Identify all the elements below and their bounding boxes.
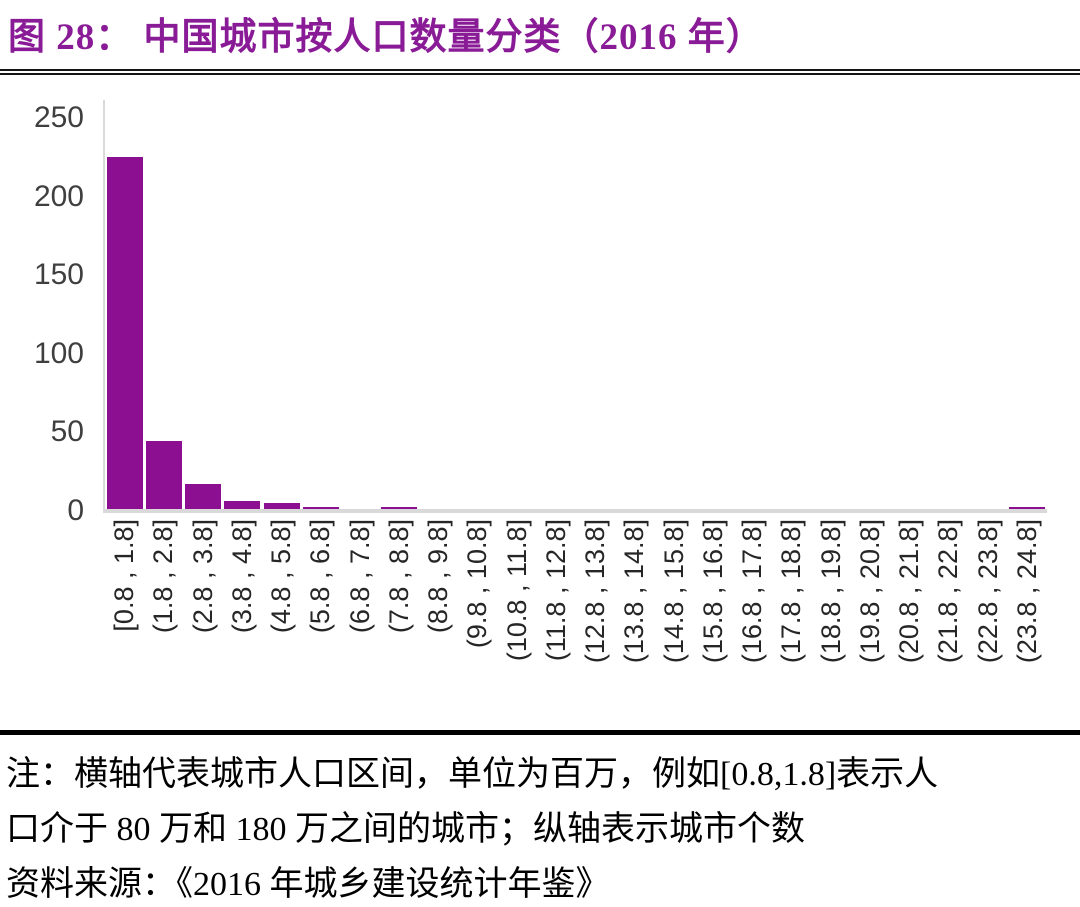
x-axis-label-slot: (22.8 , 23.8] xyxy=(969,519,1008,719)
bar-slot xyxy=(969,100,1008,509)
bar-slot xyxy=(576,100,615,509)
bar-slot xyxy=(262,100,301,509)
x-axis-tick-label: (7.8 , 8.8] xyxy=(383,519,414,634)
bar-slot xyxy=(812,100,851,509)
bar-slot xyxy=(301,100,340,509)
x-axis-label-slot: (1.8 , 2.8] xyxy=(144,519,183,719)
bar-slot xyxy=(458,100,497,509)
x-axis-label-slot: (18.8 , 19.8] xyxy=(812,519,851,719)
bar-slot xyxy=(223,100,262,509)
bar xyxy=(106,157,143,509)
x-axis-tick-label: (6.8 , 7.8] xyxy=(344,519,375,634)
x-axis-label-slot: (9.8 , 10.8] xyxy=(458,519,497,719)
x-axis-label-slot: (3.8 , 4.8] xyxy=(223,519,262,719)
x-axis-label-slot: (6.8 , 7.8] xyxy=(341,519,380,719)
bar-slot xyxy=(498,100,537,509)
x-axis-tick-label: (11.8 , 12.8] xyxy=(540,519,571,662)
x-axis-tick-label: (22.8 , 23.8] xyxy=(972,519,1003,664)
bar xyxy=(263,503,300,509)
x-axis-label-slot: (7.8 , 8.8] xyxy=(380,519,419,719)
x-axis-label-slot: [0.8 , 1.8] xyxy=(105,519,144,719)
x-axis-tick-label: [0.8 , 1.8] xyxy=(109,519,140,632)
bar-slot xyxy=(694,100,733,509)
x-axis-tick-label: (8.8 , 9.8] xyxy=(423,519,454,634)
bar-slot xyxy=(655,100,694,509)
x-axis-tick-label: (2.8 , 3.8] xyxy=(187,519,218,634)
x-axis-label-slot: (8.8 , 9.8] xyxy=(419,519,458,719)
x-axis-label-slot: (15.8 , 16.8] xyxy=(694,519,733,719)
chart-note-line-1: 注：横轴代表城市人口区间，单位为百万，例如[0.8,1.8]表示人 xyxy=(6,756,939,793)
x-axis-label-slot: (5.8 , 6.8] xyxy=(301,519,340,719)
y-axis-tick-label: 50 xyxy=(50,415,84,448)
x-axis-label-slot: (14.8 , 15.8] xyxy=(655,519,694,719)
x-axis-tick-label: (15.8 , 16.8] xyxy=(697,519,728,664)
x-axis-tick-label: (23.8 , 24.8] xyxy=(1011,519,1042,664)
bar-slot xyxy=(144,100,183,509)
y-axis-tick-label: 200 xyxy=(33,180,84,213)
bar xyxy=(145,441,182,509)
x-axis-tick-label: (10.8 , 11.8] xyxy=(501,519,532,662)
x-axis-label-slot: (2.8 , 3.8] xyxy=(184,519,223,719)
bar-slot xyxy=(733,100,772,509)
x-axis-tick-label: (3.8 , 4.8] xyxy=(226,519,257,634)
bar-slot xyxy=(929,100,968,509)
x-axis-label-slot: (10.8 , 11.8] xyxy=(498,519,537,719)
title-separator-rule xyxy=(0,69,1080,75)
x-axis-label-slot: (4.8 , 5.8] xyxy=(262,519,301,719)
x-axis-tick-label: (4.8 , 5.8] xyxy=(266,519,297,634)
x-axis-tick-label: (9.8 , 10.8] xyxy=(462,519,493,649)
bar-slot xyxy=(851,100,890,509)
bar xyxy=(224,501,261,509)
x-axis-tick-label: (1.8 , 2.8] xyxy=(148,519,179,634)
x-axis-tick-label: (17.8 , 18.8] xyxy=(776,519,807,664)
x-axis-label-slot: (12.8 , 13.8] xyxy=(576,519,615,719)
bar xyxy=(302,507,339,509)
x-axis-label-slot: (23.8 , 24.8] xyxy=(1008,519,1047,719)
source-line: 资料来源：《2016 年城乡建设统计年鉴》 xyxy=(6,866,610,903)
x-axis-label-slot: (20.8 , 21.8] xyxy=(890,519,929,719)
bar-slot xyxy=(772,100,811,509)
bar xyxy=(381,507,418,509)
y-axis-tick-label: 0 xyxy=(67,494,84,527)
figure-title: 图 28： 中国城市按人口数量分类（2016 年） xyxy=(8,17,764,58)
chart-note-line-2: 口介于 80 万和 180 万之间的城市；纵轴表示城市个数 xyxy=(6,811,805,848)
x-axis-tick-label: (12.8 , 13.8] xyxy=(580,519,611,664)
x-axis-label-slot: (17.8 , 18.8] xyxy=(772,519,811,719)
bar-slot xyxy=(105,100,144,509)
bar-slot xyxy=(341,100,380,509)
x-axis-label-slot: (16.8 , 17.8] xyxy=(733,519,772,719)
x-axis-tick-label: (14.8 , 15.8] xyxy=(658,519,689,664)
bar xyxy=(1009,507,1046,509)
bar xyxy=(185,484,222,509)
bar-slot xyxy=(537,100,576,509)
y-axis-tick-label: 250 xyxy=(33,101,84,134)
x-axis-label-slot: (21.8 , 22.8] xyxy=(929,519,968,719)
x-axis-tick-label: (18.8 , 19.8] xyxy=(815,519,846,664)
bar-slot xyxy=(890,100,929,509)
y-axis-tick-label: 100 xyxy=(33,337,84,370)
x-axis-tick-label: (20.8 , 21.8] xyxy=(894,519,925,664)
bar-slot xyxy=(184,100,223,509)
x-axis-tick-label: (19.8 , 20.8] xyxy=(854,519,885,664)
notes-separator-rule xyxy=(0,730,1080,735)
x-axis-tick-label: (5.8 , 6.8] xyxy=(305,519,336,634)
x-axis-tick-label: (13.8 , 14.8] xyxy=(619,519,650,664)
bar-slot xyxy=(1008,100,1047,509)
plot-area xyxy=(103,100,1047,513)
x-axis-label-slot: (13.8 , 14.8] xyxy=(615,519,654,719)
x-axis-labels: [0.8 , 1.8] (1.8 , 2.8] (2.8 , 3.8] (3.8 , … xyxy=(105,519,1047,719)
bar-slot xyxy=(419,100,458,509)
x-axis-tick-label: (21.8 , 22.8] xyxy=(933,519,964,664)
x-axis-tick-label: (16.8 , 17.8] xyxy=(737,519,768,664)
y-axis-tick-label: 150 xyxy=(33,258,84,291)
bar-slot xyxy=(615,100,654,509)
x-axis-label-slot: (19.8 , 20.8] xyxy=(851,519,890,719)
bar-slot xyxy=(380,100,419,509)
x-axis-label-slot: (11.8 , 12.8] xyxy=(537,519,576,719)
